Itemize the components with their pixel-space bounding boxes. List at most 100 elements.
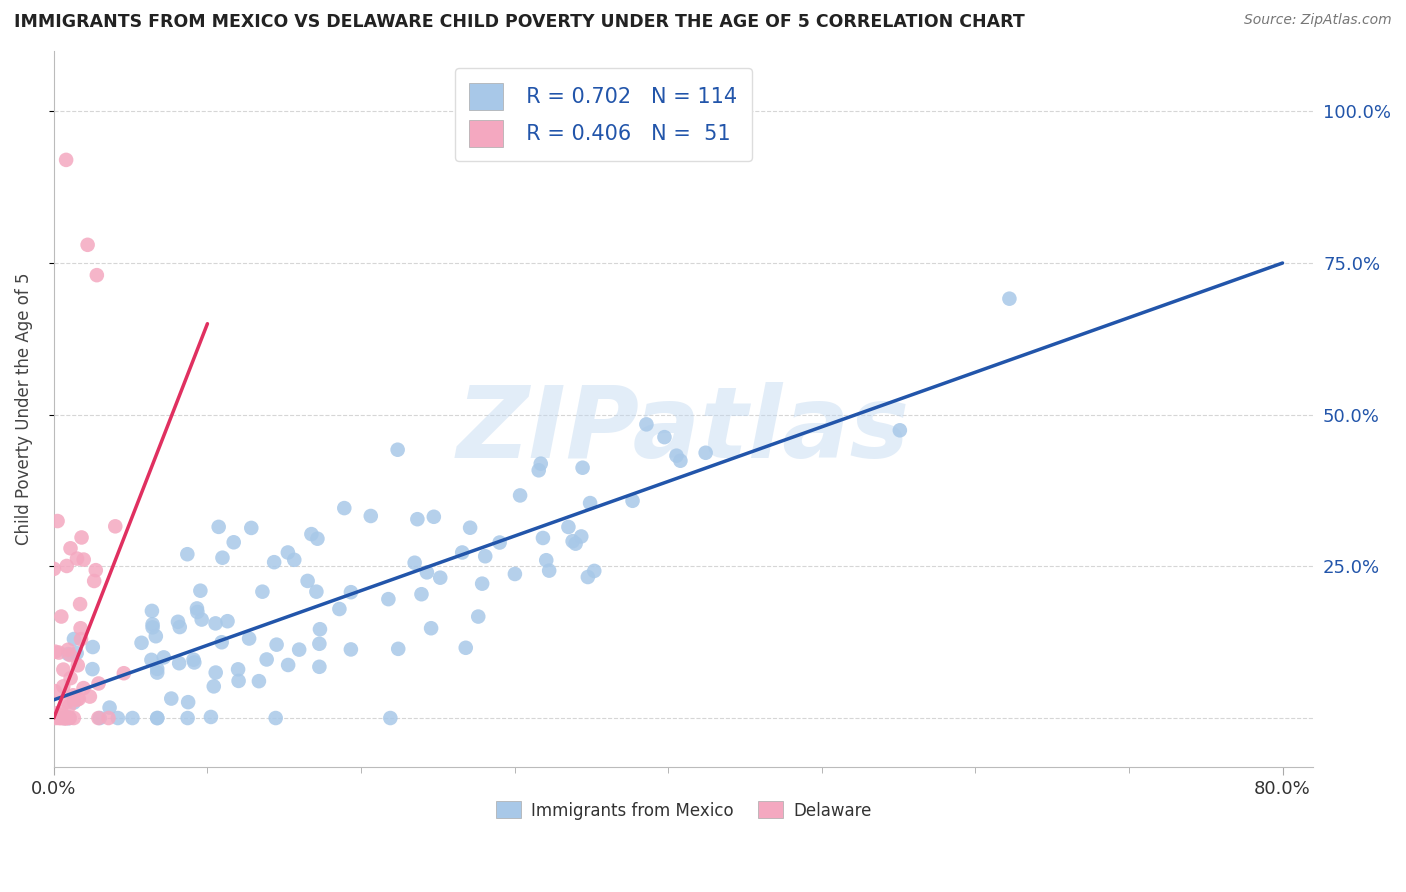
Point — [51, 705, 73, 719]
Point — [160, 691, 183, 706]
Point — [576, 570, 599, 584]
Point — [45, 711, 67, 725]
Point — [52, 663, 75, 677]
Point — [141, 604, 163, 618]
Text: IMMIGRANTS FROM MEXICO VS DELAWARE CHILD POVERTY UNDER THE AGE OF 5 CORRELATION : IMMIGRANTS FROM MEXICO VS DELAWARE CHILD… — [14, 13, 1025, 31]
Point — [509, 488, 531, 502]
Point — [420, 621, 443, 635]
Point — [583, 564, 606, 578]
Point — [451, 545, 474, 559]
Point — [48, 711, 70, 725]
Point — [531, 531, 554, 545]
Point — [59, 541, 82, 556]
Point — [58, 711, 80, 725]
Point — [579, 496, 602, 510]
Point — [665, 449, 688, 463]
Point — [202, 679, 225, 693]
Point — [59, 671, 82, 685]
Point — [200, 710, 222, 724]
Point — [211, 635, 233, 649]
Point — [58, 698, 80, 713]
Point — [211, 550, 233, 565]
Point — [79, 690, 101, 704]
Point — [52, 711, 75, 725]
Point — [527, 463, 550, 477]
Point — [51, 609, 73, 624]
Point — [411, 587, 433, 601]
Point — [89, 711, 111, 725]
Point — [51, 711, 73, 725]
Point — [308, 660, 330, 674]
Point — [228, 673, 250, 688]
Point — [167, 657, 190, 671]
Point — [340, 585, 363, 599]
Point — [55, 711, 77, 725]
Point — [62, 696, 84, 710]
Text: ZIPatlas: ZIPatlas — [457, 382, 910, 479]
Point — [297, 574, 319, 588]
Point — [167, 615, 190, 629]
Point — [169, 620, 191, 634]
Point — [340, 642, 363, 657]
Point — [146, 711, 169, 725]
Point — [55, 153, 77, 167]
Point — [107, 711, 129, 725]
Point — [266, 638, 288, 652]
Point — [299, 527, 322, 541]
Point — [62, 711, 84, 725]
Point — [66, 646, 89, 660]
Point — [360, 508, 382, 523]
Point — [62, 688, 84, 702]
Text: Source: ZipAtlas.com: Source: ZipAtlas.com — [1244, 13, 1392, 28]
Point — [66, 658, 89, 673]
Point — [423, 509, 446, 524]
Point — [333, 501, 356, 516]
Point — [55, 558, 77, 573]
Point — [59, 711, 82, 725]
Point — [86, 268, 108, 282]
Point — [467, 609, 489, 624]
Point — [288, 642, 311, 657]
Point — [97, 711, 120, 725]
Point — [76, 237, 98, 252]
Point — [48, 646, 70, 660]
Point — [238, 632, 260, 646]
Point — [226, 662, 249, 676]
Point — [49, 711, 72, 725]
Point — [190, 583, 212, 598]
Point — [69, 621, 91, 635]
Point — [222, 535, 245, 549]
Point — [263, 555, 285, 569]
Point — [141, 653, 163, 667]
Point — [247, 674, 270, 689]
Point — [569, 529, 592, 543]
Point — [277, 658, 299, 673]
Point — [58, 647, 80, 661]
Point — [654, 430, 676, 444]
Point — [695, 446, 717, 460]
Point — [183, 656, 205, 670]
Point — [264, 711, 287, 725]
Point — [283, 553, 305, 567]
Point — [429, 571, 451, 585]
Point — [621, 493, 644, 508]
Point — [377, 592, 399, 607]
Point — [145, 629, 167, 643]
Legend: Immigrants from Mexico, Delaware: Immigrants from Mexico, Delaware — [489, 795, 879, 826]
Point — [112, 666, 135, 681]
Point — [307, 532, 329, 546]
Point — [146, 711, 169, 725]
Point — [309, 622, 332, 636]
Point — [186, 601, 208, 615]
Point — [998, 292, 1021, 306]
Point — [53, 711, 76, 725]
Point — [55, 711, 77, 725]
Point — [46, 514, 69, 528]
Point — [70, 531, 93, 545]
Point — [87, 676, 110, 690]
Point — [561, 534, 583, 549]
Point — [44, 645, 66, 659]
Point — [69, 597, 91, 611]
Point — [183, 653, 205, 667]
Point — [146, 662, 169, 676]
